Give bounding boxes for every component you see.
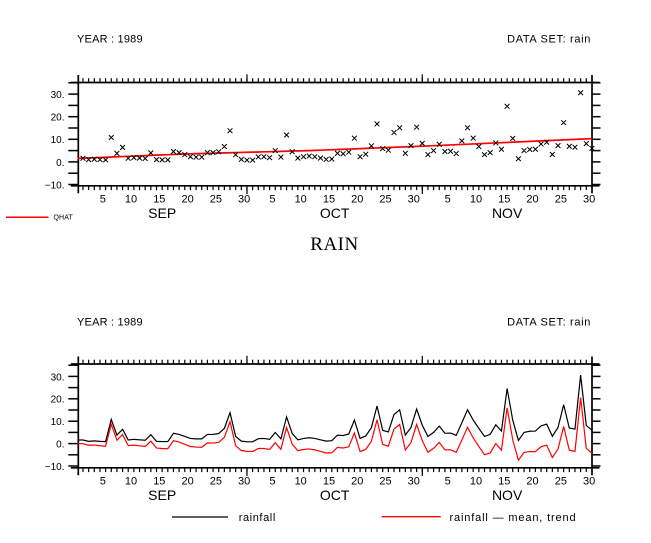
svg-text:NOV: NOV <box>492 487 523 503</box>
svg-text:25: 25 <box>379 475 391 487</box>
svg-text:30: 30 <box>408 193 420 205</box>
svg-text:0.: 0. <box>56 158 64 169</box>
svg-text:15: 15 <box>498 193 510 205</box>
svg-text:rainfall — mean, trend: rainfall — mean, trend <box>450 512 577 524</box>
svg-text:OCT: OCT <box>320 487 350 503</box>
svg-text:30: 30 <box>238 475 250 487</box>
svg-text:20: 20 <box>351 193 363 205</box>
svg-text:5: 5 <box>269 475 275 487</box>
svg-text:10: 10 <box>125 193 137 205</box>
svg-text:−10.: −10. <box>45 462 65 473</box>
svg-text:15: 15 <box>323 475 335 487</box>
svg-text:15: 15 <box>498 475 510 487</box>
svg-text:10: 10 <box>470 475 482 487</box>
svg-text:NOV: NOV <box>492 205 523 221</box>
svg-text:10: 10 <box>295 475 307 487</box>
svg-text:30.: 30. <box>51 90 65 101</box>
svg-text:20.: 20. <box>51 113 65 124</box>
svg-text:10: 10 <box>470 193 482 205</box>
svg-text:30: 30 <box>583 475 595 487</box>
svg-text:5: 5 <box>445 475 451 487</box>
svg-text:10: 10 <box>295 193 307 205</box>
svg-text:15: 15 <box>153 475 165 487</box>
svg-text:SEP: SEP <box>148 487 176 503</box>
svg-text:0.: 0. <box>56 440 64 451</box>
svg-text:20: 20 <box>526 193 538 205</box>
svg-text:20: 20 <box>526 475 538 487</box>
svg-text:30: 30 <box>583 193 595 205</box>
svg-text:10.: 10. <box>51 135 65 146</box>
svg-text:25: 25 <box>379 193 391 205</box>
svg-text:−10.: −10. <box>45 180 65 191</box>
svg-text:25: 25 <box>555 193 567 205</box>
svg-text:RAIN: RAIN <box>310 234 358 255</box>
svg-text:20: 20 <box>351 475 363 487</box>
svg-text:20.: 20. <box>51 395 65 406</box>
svg-text:10.: 10. <box>51 417 65 428</box>
svg-text:5: 5 <box>100 475 106 487</box>
svg-text:SEP: SEP <box>148 205 176 221</box>
svg-text:15: 15 <box>323 193 335 205</box>
svg-text:YEAR : 1989: YEAR : 1989 <box>77 317 143 329</box>
svg-text:QHAT: QHAT <box>54 215 74 222</box>
svg-text:DATA SET: rain: DATA SET: rain <box>507 34 591 46</box>
svg-text:5: 5 <box>445 193 451 205</box>
svg-text:20: 20 <box>181 193 193 205</box>
svg-text:DATA SET: rain: DATA SET: rain <box>507 317 591 329</box>
svg-text:25: 25 <box>210 193 222 205</box>
svg-text:30.: 30. <box>51 372 65 383</box>
svg-text:5: 5 <box>269 193 275 205</box>
svg-text:YEAR : 1989: YEAR : 1989 <box>77 34 143 46</box>
svg-text:20: 20 <box>181 475 193 487</box>
svg-text:10: 10 <box>125 475 137 487</box>
svg-text:rainfall: rainfall <box>239 512 276 524</box>
svg-text:15: 15 <box>153 193 165 205</box>
svg-text:25: 25 <box>210 475 222 487</box>
svg-text:25: 25 <box>555 475 567 487</box>
svg-text:30: 30 <box>238 193 250 205</box>
svg-text:30: 30 <box>408 475 420 487</box>
svg-text:OCT: OCT <box>320 205 350 221</box>
svg-text:5: 5 <box>100 193 106 205</box>
